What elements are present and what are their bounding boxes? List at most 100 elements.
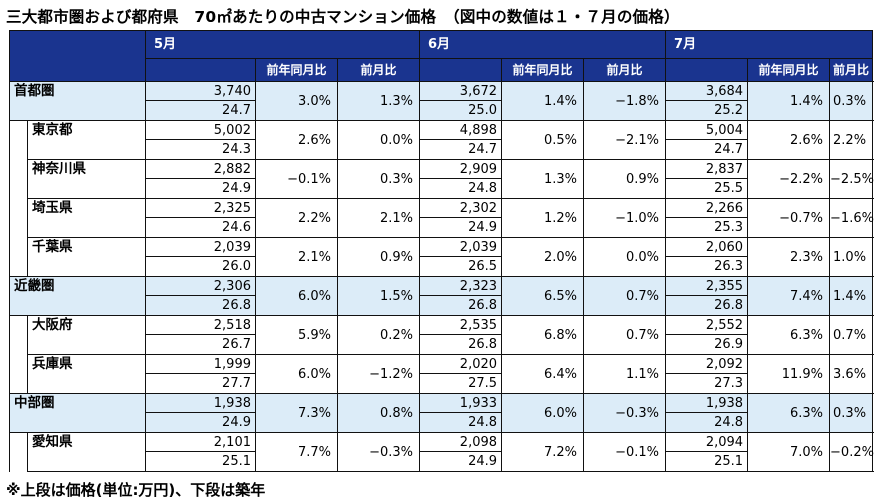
mom-value: 0.7% (829, 315, 874, 355)
price-value: 1,999 (145, 354, 256, 374)
mom-value: −0.3% (583, 393, 667, 433)
mom-value: 3.6% (829, 354, 874, 394)
mom-value: 0.3% (829, 393, 874, 433)
yoy-value: 1.4% (501, 81, 585, 121)
mom-value: −2.1% (583, 120, 667, 160)
price-value: 2,266 (665, 198, 749, 218)
yoy-value: 0.5% (501, 120, 585, 160)
prefecture-label: 神奈川県 (27, 159, 146, 199)
mom-value: −2.5% (829, 159, 874, 199)
building-age-value: 27.3 (665, 373, 749, 394)
table-row: 大阪府 2,518 5.9% 0.2% 2,535 6.8% 0.7% 2,552 6.3% 0.… (9, 315, 874, 355)
yoy-value: 2.6% (747, 120, 831, 160)
mom-value: 1.5% (336, 276, 421, 316)
yoy-value: −0.1% (255, 159, 338, 199)
yoy-value: 7.2% (501, 432, 585, 472)
price-value: 3,672 (419, 81, 503, 101)
yoy-value: 2.0% (501, 237, 585, 277)
table-row: 26.7 26.8 26.9 (10, 334, 873, 355)
price-value: 2,302 (419, 198, 503, 218)
footnote: ※上段は価格(単位:万円)、下段は築年 (6, 481, 266, 499)
yoy-value: 5.9% (255, 315, 338, 355)
price-value: 1,933 (419, 393, 503, 413)
building-age-value: 24.8 (419, 412, 503, 433)
price-value: 2,039 (419, 237, 503, 257)
yoy-value: 7.3% (255, 393, 338, 433)
table-row: 兵庫県 1,999 6.0% −1.2% 2,020 6.4% 1.1% 2,092 11.9%… (9, 354, 874, 394)
building-age-value: 24.7 (145, 100, 256, 121)
indent-cell (9, 159, 28, 199)
indent-cell (9, 237, 28, 277)
building-age-value: 26.8 (145, 295, 256, 316)
yoy-value: 7.4% (747, 276, 831, 316)
yoy-value: −0.7% (747, 198, 831, 238)
yoy-value: 6.5% (501, 276, 585, 316)
price-value: 1,938 (665, 393, 749, 413)
yoy-value: 3.0% (255, 81, 338, 121)
yoy-value: 7.0% (747, 432, 831, 472)
yoy-header: 前年同月比 (255, 58, 338, 82)
indent-cell (9, 198, 28, 238)
month-header: 5月 (144, 30, 421, 59)
table-row: 26.8 26.8 26.8 (10, 295, 873, 316)
month-header: 6月 (419, 30, 667, 59)
mom-value: 0.7% (583, 315, 667, 355)
prefecture-label: 大阪府 (27, 315, 146, 355)
table-row: 愛知県 2,101 7.7% −0.3% 2,098 7.2% −0.1% 2,094 7.0%… (9, 432, 874, 472)
building-age-value: 26.7 (145, 334, 256, 355)
building-age-value: 24.6 (145, 217, 256, 238)
price-value: 2,323 (419, 276, 503, 296)
yoy-value: 6.0% (501, 393, 585, 433)
price-header-blank (145, 58, 256, 82)
mom-value: 0.3% (336, 159, 421, 199)
mom-value: 1.3% (336, 81, 421, 121)
yoy-value: 2.6% (255, 120, 338, 160)
yoy-value: 6.3% (747, 393, 831, 433)
mom-value: 0.0% (336, 120, 421, 160)
corner-cell (9, 30, 146, 82)
building-age-value: 25.3 (665, 217, 749, 238)
price-value: 2,101 (145, 432, 256, 452)
price-value: 4,898 (419, 120, 503, 140)
region-label: 近畿圏 (9, 276, 146, 316)
price-value: 2,039 (145, 237, 256, 257)
building-age-value: 24.9 (145, 412, 256, 433)
mom-header: 前月比 (336, 58, 421, 82)
mom-value: 0.3% (829, 81, 874, 121)
mom-value: 0.2% (336, 315, 421, 355)
building-age-value: 26.8 (419, 334, 503, 355)
yoy-value: −2.2% (747, 159, 831, 199)
yoy-value: 6.3% (747, 315, 831, 355)
building-age-value: 27.5 (419, 373, 503, 394)
price-value: 2,355 (665, 276, 749, 296)
yoy-header: 前年同月比 (747, 58, 831, 82)
table-row: 25.1 24.9 25.1 (10, 451, 873, 472)
price-value: 5,002 (145, 120, 256, 140)
yoy-value: 1.4% (747, 81, 831, 121)
mom-value: −1.0% (583, 198, 667, 238)
price-value: 2,325 (145, 198, 256, 218)
price-value: 2,060 (665, 237, 749, 257)
building-age-value: 26.9 (665, 334, 749, 355)
building-age-value: 26.8 (665, 295, 749, 316)
price-header-blank (419, 58, 503, 82)
building-age-value: 24.3 (145, 139, 256, 160)
mom-value: −1.2% (336, 354, 421, 394)
yoy-value: 2.2% (255, 198, 338, 238)
table-row: 神奈川県 2,882 −0.1% 0.3% 2,909 1.3% 0.9% 2,837 −2.2… (9, 159, 874, 199)
mom-value: −1.6% (829, 198, 874, 238)
mom-header: 前月比 (829, 58, 874, 82)
mom-value: 1.4% (829, 276, 874, 316)
building-age-value: 25.0 (419, 100, 503, 121)
price-value: 1,938 (145, 393, 256, 413)
region-label: 首都圏 (9, 81, 146, 121)
price-header-blank (665, 58, 749, 82)
yoy-value: 6.8% (501, 315, 585, 355)
table-row: 埼玉県 2,325 2.2% 2.1% 2,302 1.2% −1.0% 2,266 −0.7%… (9, 198, 874, 238)
yoy-value: 2.1% (255, 237, 338, 277)
table-row: 24.7 25.0 25.2 (10, 100, 873, 121)
table-row: 近畿圏 2,306 6.0% 1.5% 2,323 6.5% 0.7% 2,355 7.4% 1.… (9, 276, 874, 316)
building-age-value: 24.9 (419, 451, 503, 472)
table-row: 千葉県 2,039 2.1% 0.9% 2,039 2.0% 0.0% 2,060 2.3% 1.… (9, 237, 874, 277)
prefecture-label: 埼玉県 (27, 198, 146, 238)
